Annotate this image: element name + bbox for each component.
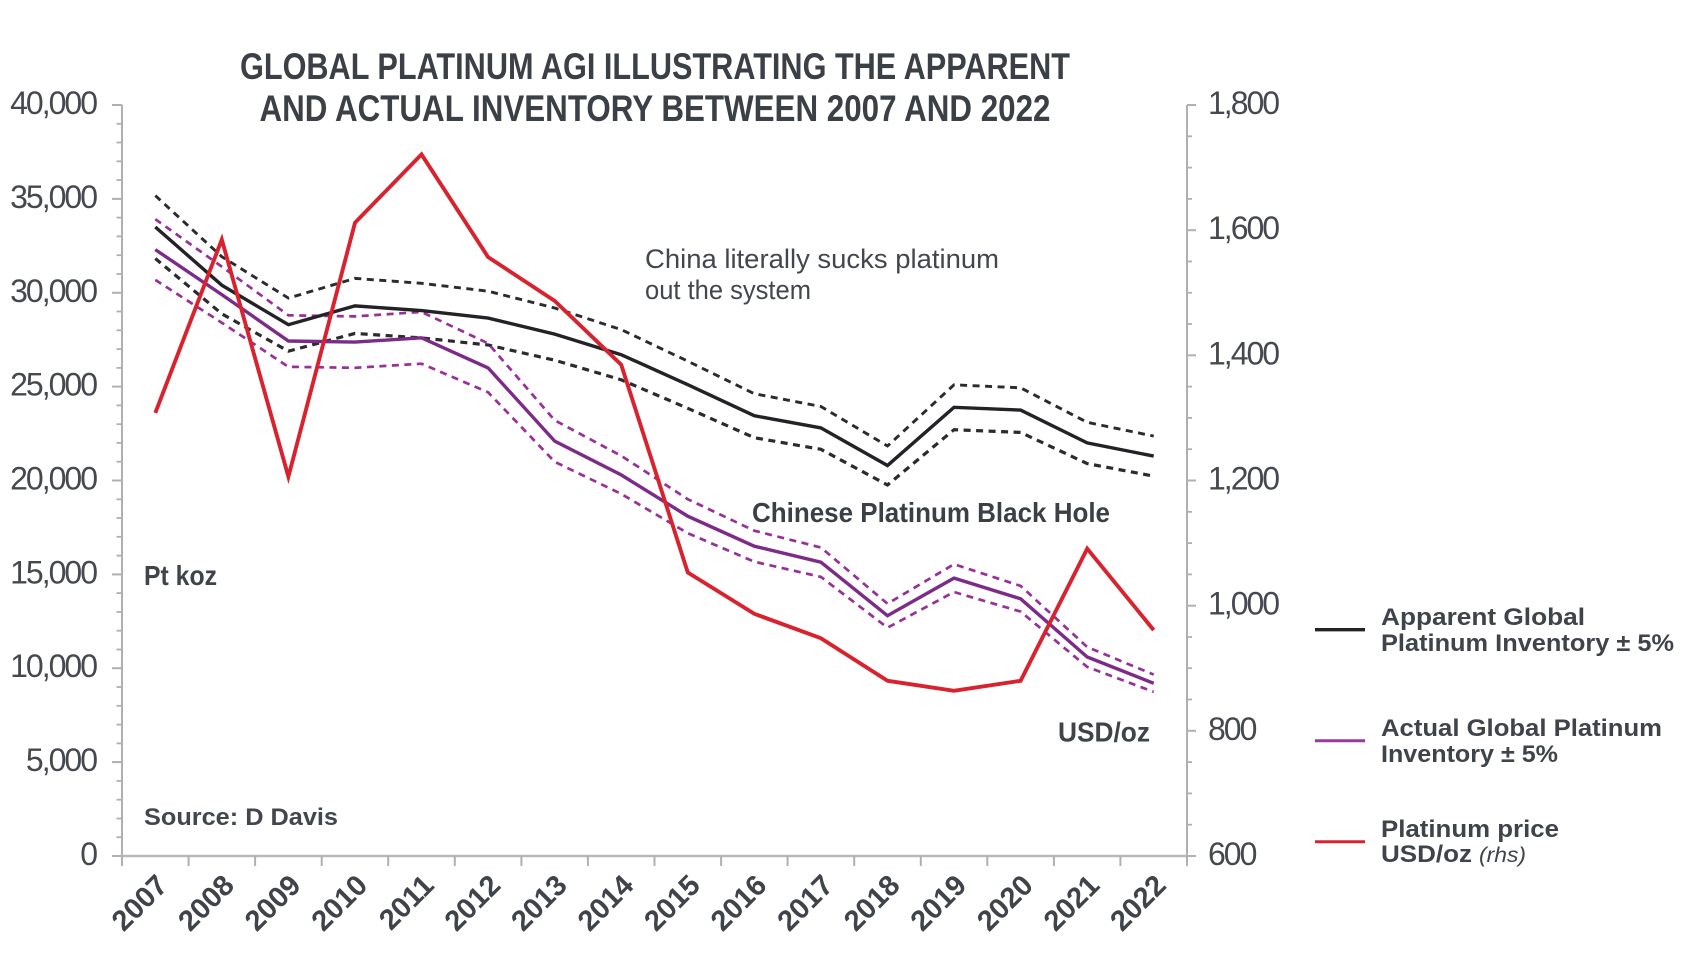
- svg-text:China literally sucks platinum: China literally sucks platinum: [645, 244, 999, 274]
- svg-text:10,000: 10,000: [10, 648, 97, 684]
- svg-text:20,000: 20,000: [10, 461, 97, 497]
- svg-text:1,800: 1,800: [1208, 85, 1279, 121]
- svg-text:1,000: 1,000: [1208, 586, 1279, 622]
- svg-text:1,200: 1,200: [1208, 461, 1279, 497]
- svg-text:(rhs): (rhs): [1479, 844, 1526, 867]
- svg-text:out the system: out the system: [645, 275, 811, 305]
- svg-text:600: 600: [1208, 836, 1257, 872]
- svg-text:35,000: 35,000: [10, 179, 97, 215]
- svg-text:Actual Global Platinum: Actual Global Platinum: [1381, 715, 1662, 742]
- svg-text:1,400: 1,400: [1208, 335, 1279, 371]
- svg-text:800: 800: [1208, 711, 1257, 747]
- svg-text:15,000: 15,000: [10, 554, 97, 590]
- svg-text:Apparent Global: Apparent Global: [1381, 604, 1585, 631]
- svg-text:Chinese Platinum Black Hole: Chinese Platinum Black Hole: [752, 497, 1110, 528]
- svg-text:Platinum Inventory ± 5%: Platinum Inventory ± 5%: [1381, 630, 1674, 657]
- svg-text:0: 0: [80, 836, 97, 872]
- svg-text:AND ACTUAL INVENTORY BETWEEN 2: AND ACTUAL INVENTORY BETWEEN 2007 AND 20…: [260, 88, 1051, 129]
- svg-text:Source: D Davis: Source: D Davis: [144, 804, 338, 831]
- svg-text:40,000: 40,000: [10, 85, 97, 121]
- svg-text:1,600: 1,600: [1208, 210, 1279, 246]
- svg-text:GLOBAL PLATINUM AGI ILLUSTRATI: GLOBAL PLATINUM AGI ILLUSTRATING THE APP…: [240, 46, 1070, 87]
- svg-text:Platinum price: Platinum price: [1381, 816, 1559, 843]
- svg-text:Inventory ± 5%: Inventory ± 5%: [1381, 741, 1558, 768]
- svg-text:Pt koz: Pt koz: [144, 560, 217, 591]
- svg-text:USD/oz: USD/oz: [1058, 717, 1150, 748]
- svg-text:30,000: 30,000: [10, 273, 97, 309]
- svg-text:USD/oz: USD/oz: [1381, 841, 1472, 868]
- svg-text:25,000: 25,000: [10, 367, 97, 403]
- svg-text:5,000: 5,000: [26, 742, 97, 778]
